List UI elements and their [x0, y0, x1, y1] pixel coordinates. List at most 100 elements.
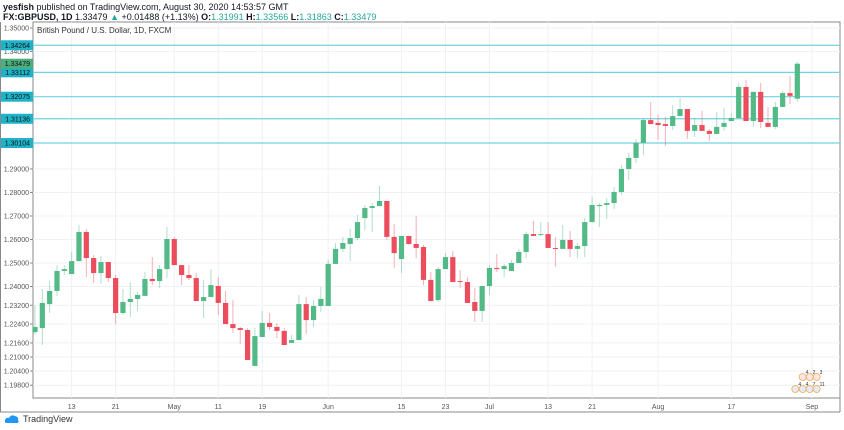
price-line-label-bg — [1, 40, 33, 51]
candle-down — [530, 220, 537, 236]
candle-body — [354, 222, 361, 239]
candle-body — [259, 322, 265, 338]
candle-down — [406, 235, 412, 245]
y-tick-label: 1.25000 — [4, 260, 29, 267]
candle-body — [76, 231, 82, 262]
candle-body — [706, 130, 712, 134]
y-tick-label: 1.23200 — [4, 303, 29, 310]
y-tick-label: 1.28000 — [4, 190, 29, 197]
x-tick-label: 21 — [112, 404, 120, 411]
candle-up — [574, 243, 581, 259]
candle-body — [618, 168, 624, 193]
price-line-label: 1.33112 — [5, 70, 30, 77]
price-line-label-bg — [1, 138, 33, 149]
candle-body — [149, 278, 155, 282]
candle-up — [516, 248, 522, 263]
price-line-label-bg — [1, 113, 33, 124]
low-value: 1.31863 — [299, 12, 332, 22]
candle-down — [464, 277, 471, 303]
x-tick-label: 23 — [442, 404, 450, 411]
candle-body — [472, 301, 478, 311]
candle-body — [662, 124, 668, 126]
candle-down — [113, 274, 119, 325]
candle-down — [83, 228, 89, 278]
candle-up — [794, 61, 800, 102]
candle-down — [274, 322, 280, 338]
candle-body — [369, 206, 375, 208]
candle-up — [589, 196, 595, 223]
candle-up — [288, 334, 295, 343]
candle-down — [384, 200, 390, 240]
candle-body — [61, 269, 67, 271]
x-tick-label: 21 — [588, 404, 596, 411]
candle-down — [552, 236, 559, 267]
candle-body — [244, 329, 251, 361]
candle-up — [310, 300, 317, 327]
candle-body — [340, 243, 346, 249]
candle-up — [47, 281, 53, 314]
candle-body — [274, 326, 280, 331]
candle-body — [83, 231, 89, 259]
candle-body — [457, 281, 463, 283]
candle-up — [582, 218, 588, 258]
candle-up — [486, 265, 493, 295]
candle-body — [310, 305, 317, 321]
last-price-label: 1.33479 — [5, 61, 30, 68]
candle-body — [171, 239, 177, 266]
candle-body — [398, 235, 405, 259]
candle-down — [193, 273, 199, 302]
candle-up — [208, 269, 214, 298]
candle-up — [501, 263, 507, 278]
candle-up — [120, 289, 126, 315]
x-tick-label: 11 — [215, 404, 222, 411]
candle-body — [523, 234, 529, 252]
candle-up — [69, 251, 75, 275]
symbol-label: FX:GBPUSD, 1D — [3, 12, 73, 22]
candle-up — [98, 255, 104, 284]
candle-body — [230, 324, 236, 329]
candle-body — [728, 117, 734, 122]
tradingview-logo[interactable]: TradingView — [4, 414, 73, 424]
x-tick-label: 13 — [544, 404, 552, 411]
candle-body — [127, 298, 133, 302]
x-tick-label: Jul — [485, 404, 494, 411]
candle-up — [640, 117, 646, 156]
low-label: L: — [290, 12, 300, 22]
candle-body — [296, 304, 302, 341]
price-line-label: 1.34264 — [5, 43, 30, 50]
chart-legend: British Pound / U.S. Dollar, 1D, FXCM — [37, 26, 172, 35]
open-value: 1.31991 — [211, 12, 244, 22]
price-line-label-bg — [1, 91, 33, 102]
candle-down — [545, 222, 551, 248]
candle-up — [325, 259, 331, 306]
candle-body — [670, 116, 676, 126]
candle-up — [479, 286, 485, 322]
candle-up — [714, 112, 720, 134]
author-name[interactable]: yesfish — [3, 2, 35, 12]
candle-body — [596, 204, 603, 207]
candle-up — [596, 203, 603, 228]
candle-up — [611, 187, 617, 209]
candle-up — [736, 82, 742, 118]
candle-body — [318, 298, 324, 306]
candle-down — [787, 75, 793, 105]
up-arrow-icon: ▲ — [110, 12, 120, 22]
candle-body — [714, 126, 720, 134]
y-axis: 1.35000 1.34000 1.29000 1.28000 1.27000 1.260… — [4, 25, 33, 390]
grid — [0, 21, 841, 413]
candle-up — [692, 117, 698, 138]
candle-up — [32, 305, 38, 335]
candle-body — [39, 302, 45, 329]
brand-name: TradingView — [23, 414, 73, 424]
candle-up — [508, 259, 515, 271]
candle-down — [171, 236, 177, 266]
candle-down — [303, 297, 309, 334]
candle-body — [237, 328, 243, 330]
candle-body — [794, 63, 800, 99]
y-tick-label: 1.27000 — [4, 213, 29, 220]
candle-body — [750, 91, 756, 122]
candle-body — [332, 248, 339, 264]
candle-down — [91, 254, 97, 283]
candle-body — [582, 222, 588, 247]
